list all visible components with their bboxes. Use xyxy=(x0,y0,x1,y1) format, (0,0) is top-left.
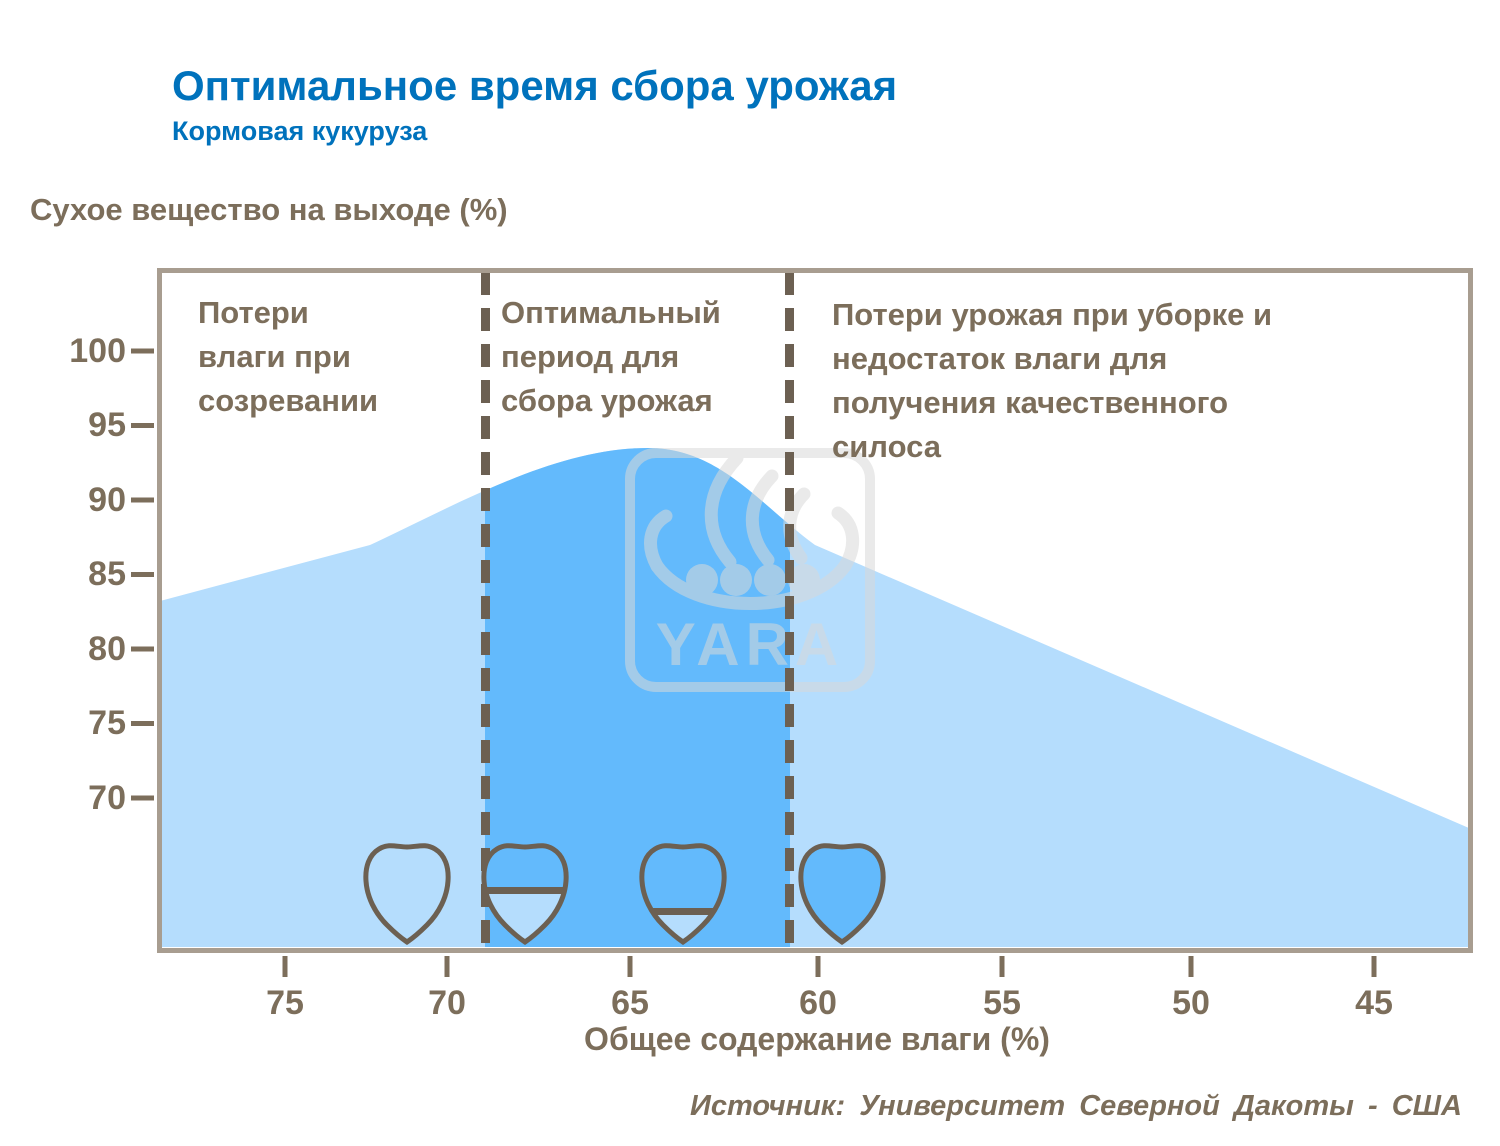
x-tick-label-65: 65 xyxy=(611,984,649,1022)
plot-frame xyxy=(157,268,1473,953)
x-axis-tick-marks xyxy=(282,956,1377,977)
x-tick-label-60: 60 xyxy=(799,984,837,1022)
y-tick-label-85: 85 xyxy=(88,555,126,593)
x-tick-label-45: 45 xyxy=(1355,984,1393,1022)
watermark-frame xyxy=(625,448,875,692)
corn-kernel-icon-milkline-45 xyxy=(479,839,571,942)
page-subtitle: Кормовая кукуруза xyxy=(172,116,428,146)
zone-boundary-dashed-lines xyxy=(481,272,794,949)
x-tick-label-70: 70 xyxy=(428,984,466,1022)
y-tick-label-70: 70 xyxy=(88,779,126,817)
watermark-wordmark: YARA xyxy=(656,611,845,678)
y-axis-tick-marks xyxy=(131,348,154,801)
y-axis-title: Сухое вещество на выходе (%) xyxy=(30,192,508,227)
annotation-harvest-loss: Потери урожая при уборке и недостаток вл… xyxy=(832,297,1273,464)
source-credit: Источник: Университет Северной Дакоты - … xyxy=(689,1090,1462,1122)
milk-line xyxy=(483,887,567,894)
y-tick-label-100: 100 xyxy=(69,332,126,370)
page-title: Оптимальное время сбора урожая xyxy=(172,62,898,109)
y-tick-label-80: 80 xyxy=(88,630,126,668)
annotation-optimal-period: Оптимальный период для сбора урожая xyxy=(501,295,721,418)
y-tick-label-95: 95 xyxy=(88,406,126,444)
x-tick-label-50: 50 xyxy=(1172,984,1210,1022)
corn-kernel-icon-milkline-65 xyxy=(637,839,729,942)
x-axis-title: Общее содержание влаги (%) xyxy=(584,1021,1050,1057)
x-tick-label-55: 55 xyxy=(983,984,1021,1022)
yara-logo-watermark: YARA xyxy=(625,448,875,692)
y-tick-label-75: 75 xyxy=(88,704,126,742)
annotation-moisture-loss: Потери влаги при созревании xyxy=(198,295,379,418)
milk-line xyxy=(641,908,725,915)
y-tick-label-90: 90 xyxy=(88,481,126,519)
x-tick-label-75: 75 xyxy=(266,984,304,1022)
ship-shields xyxy=(686,564,820,596)
